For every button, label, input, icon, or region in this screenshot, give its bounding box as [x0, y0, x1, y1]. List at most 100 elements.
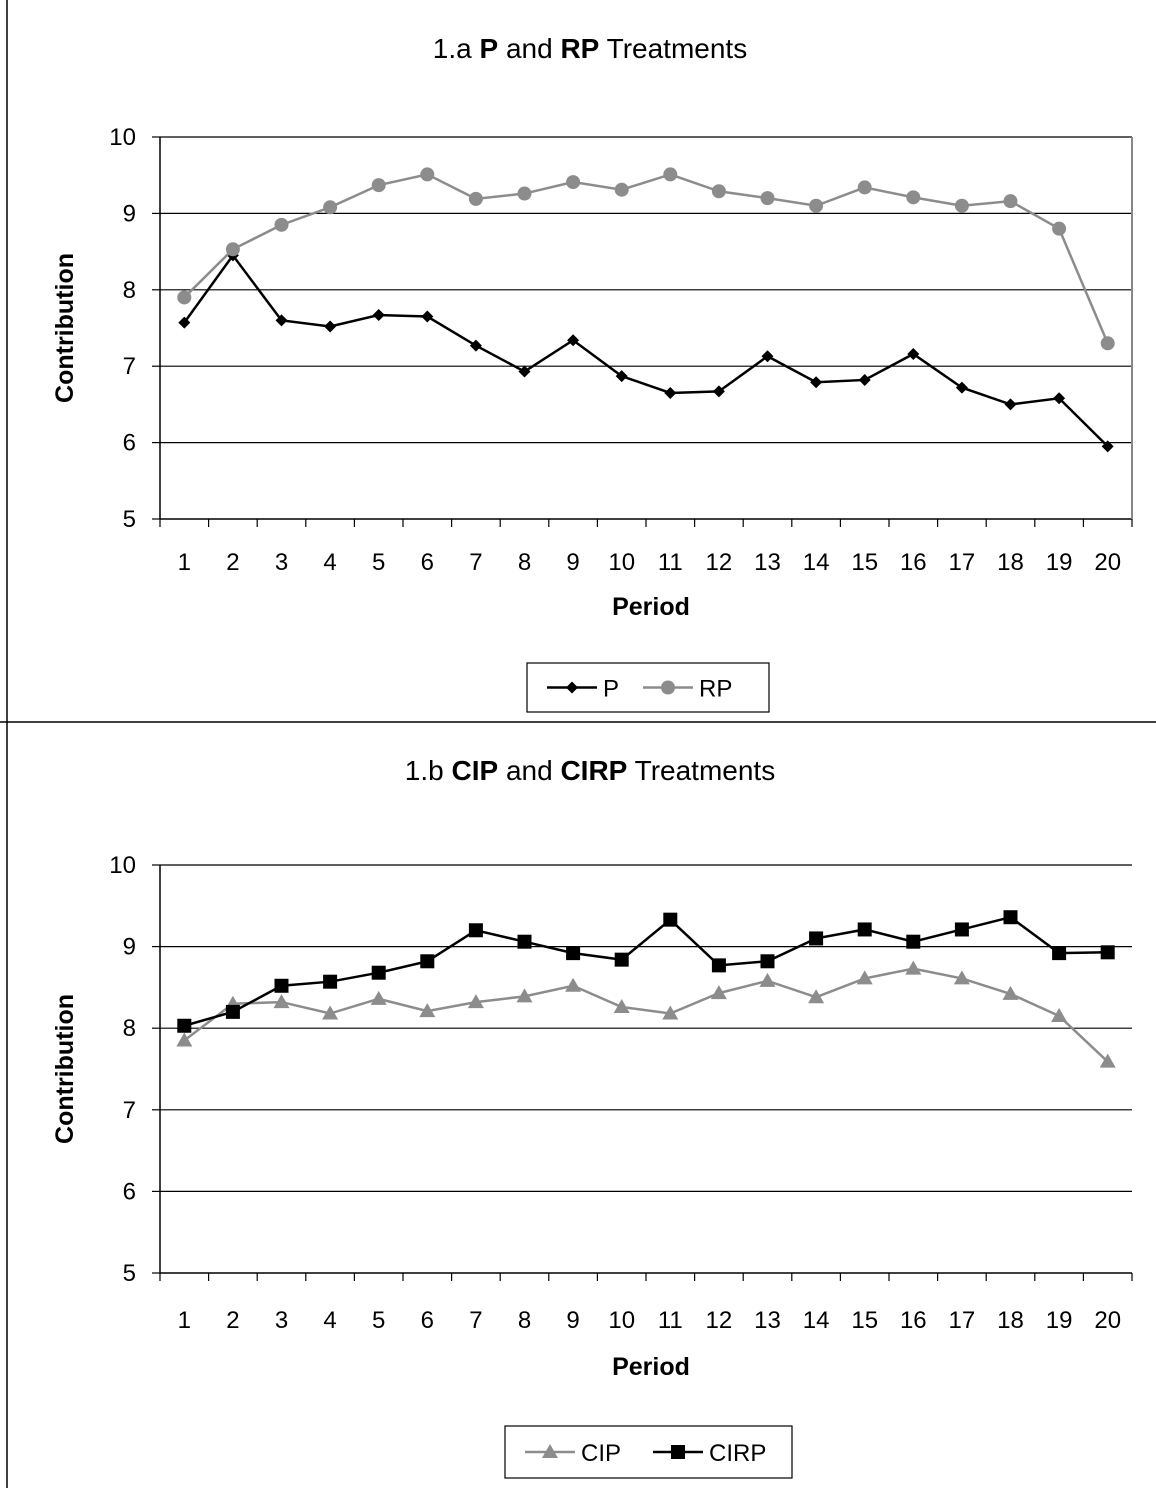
data-point-cip — [1051, 1007, 1068, 1022]
legend: CIP CIRP — [504, 1425, 793, 1479]
data-point-cip — [856, 970, 873, 985]
chart-title-part: P — [479, 33, 498, 64]
data-point-cip — [516, 988, 533, 1003]
data-point-cirp — [468, 923, 483, 938]
y-tick-label: 10 — [109, 852, 136, 879]
x-tick-label: 14 — [803, 549, 830, 576]
x-tick-label: 5 — [372, 549, 385, 576]
legend-marker-rp — [661, 680, 675, 695]
data-point-rp — [711, 184, 726, 199]
chart-title-part: Treatments — [627, 755, 775, 786]
data-point-rp — [954, 198, 969, 213]
data-point-p — [810, 376, 823, 389]
data-point-cip — [467, 994, 484, 1009]
x-tick-label: 19 — [1046, 549, 1073, 576]
y-tick-label: 6 — [123, 430, 136, 457]
series-line-rp — [183, 173, 1109, 344]
x-tick-label: 10 — [608, 1307, 635, 1334]
y-tick-label: 7 — [123, 353, 136, 380]
data-point-p — [907, 347, 920, 360]
data-point-rp — [177, 290, 192, 305]
data-point-p — [858, 373, 871, 386]
y-tick-label: 9 — [123, 934, 136, 961]
y-tick-label: 7 — [123, 1097, 136, 1124]
data-point-rp — [225, 242, 240, 257]
x-tick-label: 11 — [658, 1307, 683, 1334]
data-point-p — [1004, 398, 1017, 411]
data-point-cirp — [177, 1018, 192, 1033]
data-point-rp — [420, 167, 435, 182]
data-point-rp — [323, 200, 338, 215]
data-point-p — [421, 310, 434, 323]
data-point-cirp — [906, 934, 921, 949]
x-axis-label: Period — [612, 1353, 690, 1381]
data-point-rp — [517, 186, 532, 201]
series-line-cip — [183, 967, 1109, 1063]
data-point-cirp — [323, 974, 338, 989]
data-point-rp — [857, 180, 872, 195]
data-point-cip — [565, 977, 582, 992]
x-tick-label: 19 — [1046, 1307, 1073, 1334]
x-tick-label: 13 — [754, 1307, 781, 1334]
data-point-p — [955, 381, 968, 394]
data-point-cirp — [1003, 910, 1018, 925]
x-tick-label: 10 — [608, 549, 635, 576]
data-point-cirp — [1100, 945, 1115, 960]
legend-label-rp: RP — [699, 676, 732, 703]
legend-label-cip: CIP — [581, 1440, 621, 1467]
chart-title: 1.a P and RP Treatments — [433, 33, 747, 64]
data-point-rp — [566, 175, 581, 190]
chart-title-part: and — [498, 755, 560, 786]
data-point-rp — [1003, 194, 1018, 209]
legend-label-p: P — [603, 676, 619, 703]
legend-marker-p — [566, 681, 578, 694]
x-tick-label: 18 — [997, 1307, 1024, 1334]
data-point-p — [372, 309, 385, 322]
data-point-p — [1053, 392, 1066, 405]
data-point-cirp — [809, 931, 824, 946]
data-point-rp — [274, 217, 289, 232]
data-point-rp — [1100, 336, 1115, 351]
x-tick-label: 13 — [754, 549, 781, 576]
x-tick-label: 6 — [421, 549, 434, 576]
y-tick-label: 9 — [123, 200, 136, 227]
series-p — [178, 249, 1114, 453]
x-tick-label: 5 — [372, 1307, 385, 1334]
data-point-cip — [710, 985, 727, 1000]
x-tick-label: 9 — [566, 549, 579, 576]
y-tick-label: 5 — [123, 1260, 136, 1287]
x-tick-label: 20 — [1094, 549, 1121, 576]
data-point-rp — [1052, 221, 1067, 236]
chart-title: 1.b CIP and CIRP Treatments — [405, 755, 775, 786]
chart-title-part: CIRP — [560, 755, 627, 786]
series-cip — [176, 960, 1116, 1068]
data-point-p — [761, 350, 774, 363]
x-tick-label: 4 — [323, 549, 336, 576]
chart-title-prefix: 1.a — [433, 33, 480, 64]
data-point-rp — [809, 198, 824, 213]
data-point-p — [664, 386, 677, 399]
x-tick-label: 17 — [949, 549, 976, 576]
data-point-cip — [370, 990, 387, 1005]
data-point-cip — [905, 960, 922, 975]
x-tick-label: 16 — [900, 549, 927, 576]
data-point-rp — [371, 178, 386, 193]
x-tick-label: 6 — [421, 1307, 434, 1334]
x-tick-label: 12 — [706, 549, 733, 576]
series-line-cirp — [183, 915, 1108, 1027]
data-point-cip — [322, 1005, 339, 1020]
data-point-p — [567, 334, 580, 347]
x-tick-label: 7 — [469, 1307, 482, 1334]
data-point-p — [324, 320, 337, 333]
data-point-cirp — [711, 958, 726, 973]
data-point-p — [178, 316, 191, 329]
chart-title-part: and — [498, 33, 560, 64]
data-point-cip — [759, 972, 776, 987]
x-axis-label: Period — [612, 593, 690, 621]
data-point-rp — [614, 182, 629, 197]
data-point-p — [712, 385, 725, 398]
x-tick-label: 8 — [518, 549, 531, 576]
series-line-p — [183, 253, 1109, 448]
